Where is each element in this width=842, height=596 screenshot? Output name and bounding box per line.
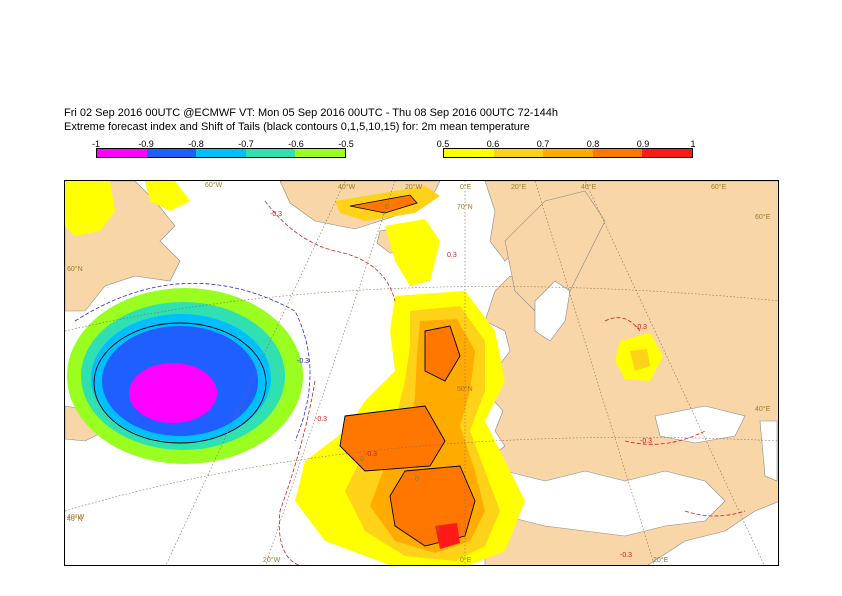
legend-negative-tick: -0.5 (338, 139, 354, 149)
legend-negative-tick: -1 (91, 139, 101, 149)
longitude-label: 20°W (405, 183, 423, 191)
longitude-label: 40°W (338, 183, 356, 191)
longitude-label: 0°E (460, 556, 472, 564)
legend-positive-swatch (642, 149, 692, 157)
legend-positive-swatch (543, 149, 593, 157)
latitude-label: 60°N (67, 265, 83, 273)
legend-positive-tick: 0.8 (586, 139, 600, 149)
legend-negative-colorbar (96, 148, 346, 158)
title-line-1: Fri 02 Sep 2016 00UTC @ECMWF VT: Mon 05 … (64, 107, 558, 119)
contour-label: -0.3 (640, 438, 652, 445)
blue-contour (74, 282, 311, 442)
latitude-label: 50°N (457, 385, 473, 393)
sea-caspian (759, 420, 778, 482)
longitude-label: 20°E (511, 183, 527, 191)
contour-label: -0.3 (635, 324, 647, 331)
red-contours (264, 200, 746, 565)
legend-negative-tick: -0.9 (138, 139, 154, 149)
legend-positive-swatch (592, 149, 643, 157)
efi-iceland (385, 219, 440, 286)
efi-northwest (65, 181, 115, 236)
latitude-label: 60°E (755, 213, 771, 221)
legend-negative: -1 -0.9 -0.8 -0.7 -0.6 -0.5 (92, 139, 354, 166)
longitude-label: 20°E (653, 556, 669, 564)
contour-label: -0.3 (365, 451, 377, 458)
sea-baltic (534, 280, 571, 342)
longitude-label: 20°W (263, 556, 281, 564)
sot-contour-label: 0 (385, 204, 389, 211)
sot-contour-label: 0 (435, 526, 439, 533)
legend-positive-swatch (493, 149, 544, 157)
longitude-label: 40°E (581, 183, 597, 191)
efi-negative-area (67, 288, 303, 464)
latitude-label: 70°N (457, 203, 473, 211)
sot-contour-label: 0 (415, 476, 419, 483)
graticule (65, 181, 778, 565)
contour-label: -0.3 (315, 416, 327, 423)
legend-negative-swatch (97, 149, 147, 157)
sea-mediterranean (464, 470, 726, 537)
contour-label: -0.3 (270, 211, 282, 218)
sea-black (654, 405, 746, 444)
longitude-label: 0°E (460, 183, 472, 191)
longitude-labels: 60°W 40°W 20°W 0°E 20°E 40°E 60°E 20°W 0°E 20°E (205, 181, 727, 564)
efi-positive-area (65, 181, 663, 565)
legend-positive-tick: 1 (690, 139, 696, 149)
legend-negative-tick: -0.8 (188, 139, 204, 149)
legend-negative-swatch (295, 149, 345, 157)
legend-negative-swatch (245, 149, 296, 157)
land-scandinavia (504, 190, 606, 312)
longitude-label: 60°W (205, 181, 223, 189)
latitude-label: 40°W (67, 513, 85, 521)
title-line-2: Extreme forecast index and Shift of Tail… (64, 121, 530, 133)
latitude-label: 40°N (67, 515, 83, 523)
legend-positive: 0.5 0.6 0.7 0.8 0.9 1 (437, 139, 696, 166)
blue-contour-label: -0.3 (297, 358, 309, 365)
contour-label: -0.3 (620, 552, 632, 559)
latitude-labels: 60°N 40°N 60°E 40°E 70°N 50°N 40°W (67, 203, 771, 523)
legend-negative-tick: -0.6 (288, 139, 304, 149)
legend-negative-tick: -0.7 (238, 139, 254, 149)
seas (464, 280, 778, 537)
efi-map: 60°W 40°W 20°W 0°E 20°E 40°E 60°E 20°W 0°E 20°E 6… (64, 180, 779, 566)
sot-contour-label: 0 (360, 456, 364, 463)
contour-label: 0.3 (447, 252, 457, 259)
legend-negative-swatch (196, 149, 246, 157)
legend-positive-tick: 0.6 (486, 139, 500, 149)
legend-positive-colorbar (443, 148, 693, 158)
legend-positive-tick: 0.5 (436, 139, 450, 149)
longitude-label: 60°E (711, 183, 727, 191)
latitude-label: 40°E (755, 405, 771, 413)
legend-negative-swatch (146, 149, 197, 157)
legend-positive-tick: 0.7 (536, 139, 550, 149)
legend-positive-swatch (444, 149, 494, 157)
legend-positive-tick: 0.9 (636, 139, 650, 149)
